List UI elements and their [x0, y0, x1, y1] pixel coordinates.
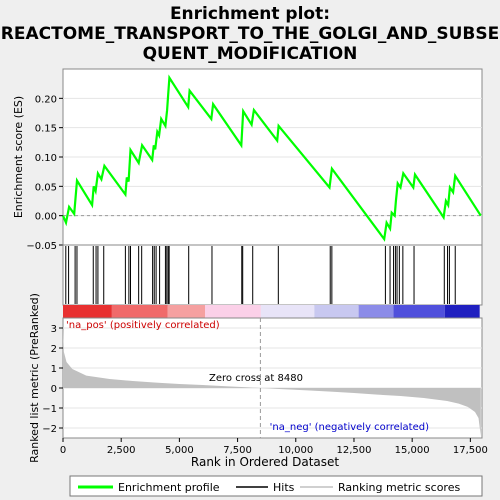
chart-title-line1: Enrichment plot:: [170, 4, 330, 24]
metric-ytick-label: 3: [51, 324, 57, 335]
metric-ytick-label: 0: [51, 384, 57, 395]
colorbar-segment: [444, 305, 480, 318]
chart-title-line2: REACTOME_TRANSPORT_TO_THE_GOLGI_AND_SUBS…: [1, 24, 499, 44]
es-ytick-label: 0.20: [35, 94, 57, 105]
es-ytick-label: 0.00: [35, 212, 57, 223]
es-ytick-label: 0.15: [35, 124, 57, 135]
x-axis-label: Rank in Ordered Dataset: [191, 455, 339, 469]
metric-ytick-label: 1: [51, 364, 57, 375]
xtick-label: 15,000: [395, 445, 430, 456]
colorbar-segment: [314, 305, 359, 318]
legend-hits-label: Hits: [273, 481, 295, 494]
zero-cross-label: Zero cross at 8480: [209, 373, 303, 384]
legend-box: [69, 475, 483, 497]
colorbar-segment: [393, 305, 445, 318]
metric-panel: [62, 317, 483, 439]
metric-ytick-label: −2: [42, 424, 57, 435]
xtick-label: 5,000: [165, 445, 194, 456]
xtick-label: 7,500: [223, 445, 252, 456]
xtick-label: 12,500: [336, 445, 371, 456]
metric-ytick-label: 2: [51, 344, 57, 355]
es-ytick-label: 0.05: [35, 182, 57, 193]
xtick-label: 2,500: [107, 445, 136, 456]
pos-correlation-label: 'na_pos' (positively correlated): [66, 320, 220, 331]
enrichment-profile-line: [61, 74, 482, 242]
colorbar-segment: [204, 305, 261, 318]
colorbar-segment: [260, 305, 315, 318]
es-y-axis-label: Enrichment score (ES): [12, 96, 25, 218]
chart-title-line3: QUENT_MODIFICATION: [143, 44, 358, 64]
ranking-metric-area: [63, 328, 481, 436]
legend-metric-label: Ranking metric scores: [338, 481, 460, 494]
colorbar-segment: [167, 305, 205, 318]
colorbar-segment: [63, 305, 112, 318]
xtick-label: 10,000: [278, 445, 313, 456]
legend-enrichment-label: Enrichment profile: [118, 481, 220, 494]
es-ytick-label: −0.05: [26, 241, 57, 252]
metric-ytick-label: −1: [42, 404, 57, 415]
colorbar-segment: [111, 305, 168, 318]
neg-correlation-label: 'na_neg' (negatively correlated): [270, 422, 429, 433]
es-ytick-label: 0.10: [35, 153, 57, 164]
metric-y-axis-label: Ranked list metric (PreRanked): [28, 293, 41, 463]
xtick-label: 0: [60, 445, 66, 456]
xtick-label: 17,500: [453, 445, 488, 456]
colorbar-segment: [358, 305, 394, 318]
